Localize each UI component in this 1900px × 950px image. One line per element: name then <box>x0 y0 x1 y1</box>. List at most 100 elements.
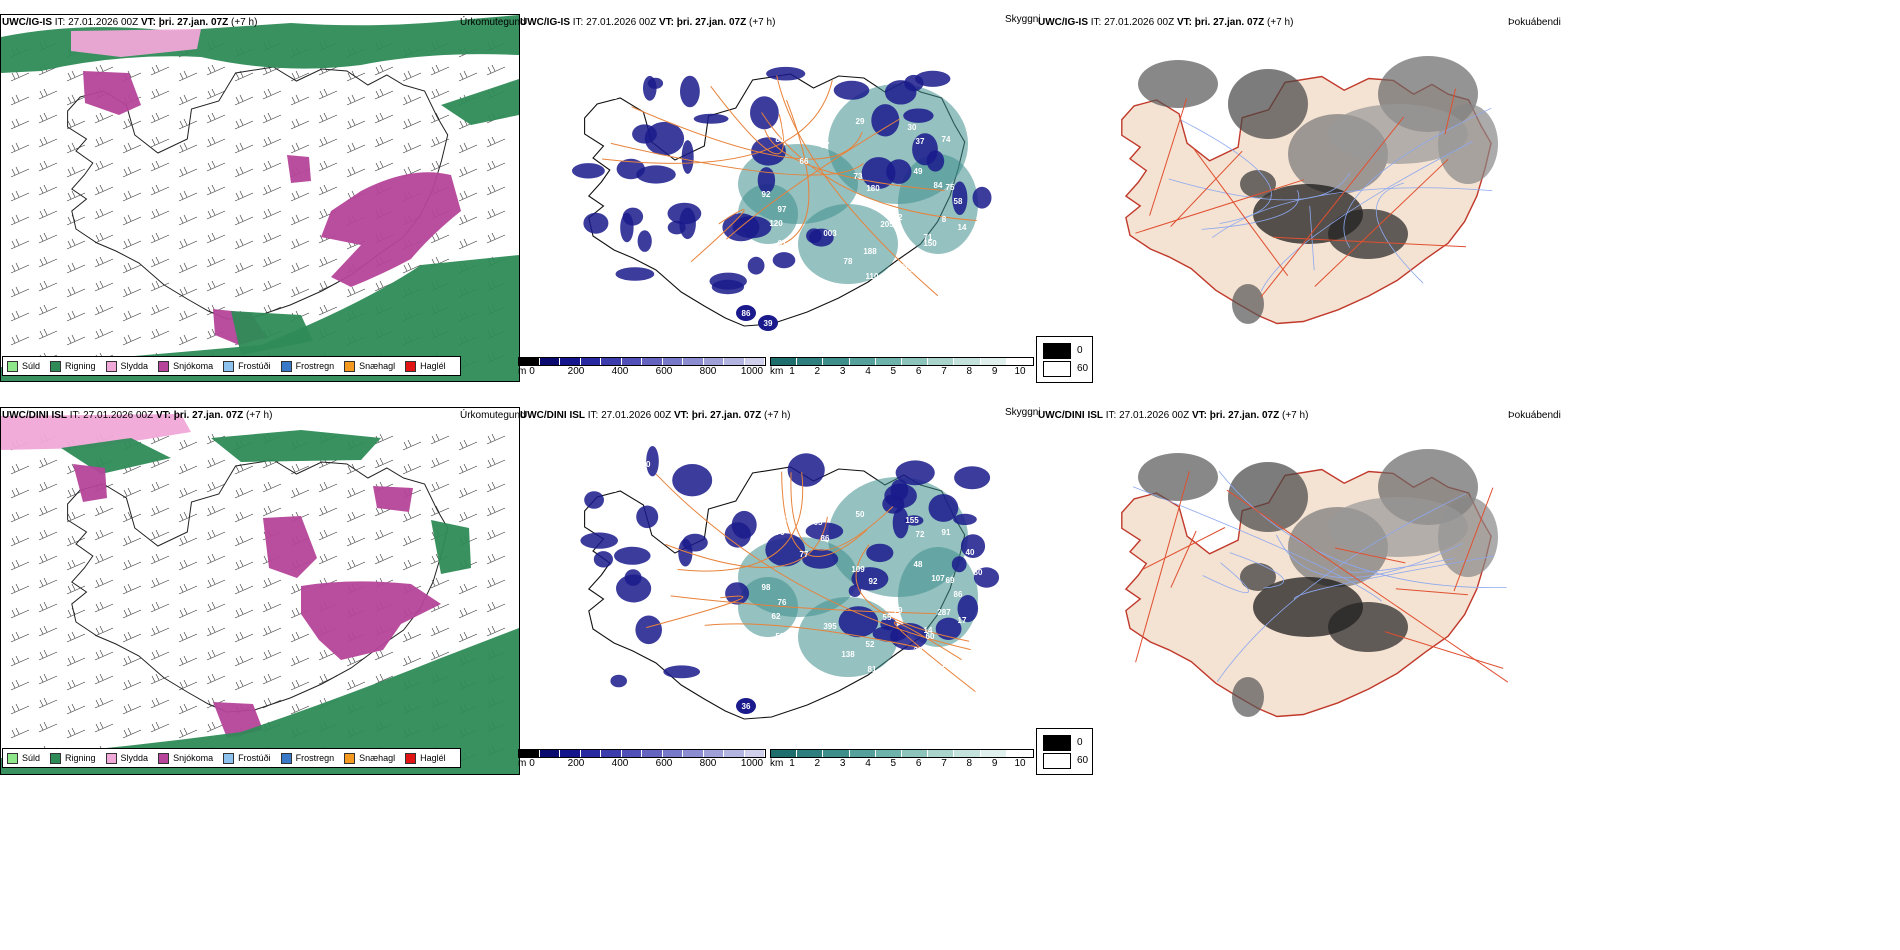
snow-depth-label: 120 <box>769 219 783 228</box>
snow-depth-areas <box>572 66 992 295</box>
snow-depth-label: 72 <box>916 530 925 539</box>
wind-barb <box>66 727 86 739</box>
snow-depth-label: 76 <box>778 598 787 607</box>
legend-label: Snjókoma <box>173 753 214 763</box>
legend-label: Rigning <box>65 361 96 371</box>
wind-barb <box>206 553 226 565</box>
wind-barb <box>430 433 450 445</box>
fog-shade <box>1138 453 1218 501</box>
road <box>677 472 804 572</box>
wind-barb <box>10 535 30 547</box>
wind-barb <box>122 727 142 739</box>
snow-depth-label: 75 <box>946 183 955 192</box>
fog-index-legend: 0 60 <box>1036 728 1093 775</box>
fog-legend-swatch <box>1043 343 1071 359</box>
wind-barb <box>94 529 114 541</box>
snow-depth-label: 91 <box>942 528 951 537</box>
lead-time: (+7 h) <box>231 17 258 28</box>
wind-barb <box>346 142 366 154</box>
snow-depth-label: 71 <box>924 233 933 242</box>
colorbar-tick-label: 7 <box>941 758 947 769</box>
road <box>610 142 864 176</box>
colorbar-tick-label: 6 <box>915 758 922 769</box>
wind-barb <box>150 112 170 124</box>
legend-item: Rigning <box>50 360 96 372</box>
colorbar-ticks: m 0 200 400 600 800 1000 <box>518 758 768 770</box>
wind-barb <box>458 166 478 178</box>
road <box>665 516 828 568</box>
panel-title-precip-row2: UWC/DINI ISL IT: 27.01.2026 00Z VT: þri.… <box>2 410 272 421</box>
wind-barb <box>262 577 282 589</box>
river <box>1260 141 1473 292</box>
snow-blob <box>635 615 662 645</box>
wind-barb <box>402 511 422 523</box>
wind-barb <box>66 679 86 691</box>
init-time: IT: 27.01.2026 00Z <box>54 17 139 28</box>
wind-barb <box>290 190 310 202</box>
snow-depth-labels: 53 70 60 79 50 75 65 76 77 86 98 62 76 531 395 138 92 109… <box>597 460 983 674</box>
wind-barb <box>486 481 506 493</box>
snow-depth-label: 155 <box>905 516 919 525</box>
snow-depth-label: 47 <box>966 155 975 164</box>
snow-blob <box>750 96 779 130</box>
colorbar-strip <box>518 749 766 758</box>
colorbar-bin <box>724 358 745 365</box>
fog-shade <box>1328 602 1408 652</box>
wind-barb <box>122 679 142 691</box>
snow-blob <box>895 460 935 486</box>
visibility-panel-label: Skyggni <box>1005 14 1041 25</box>
colorbar-tick-label: 5 <box>890 758 897 769</box>
precip-area <box>441 79 519 125</box>
wind-barb <box>206 505 226 517</box>
model-name: UWC/DINI ISL <box>520 410 585 421</box>
precip-area <box>83 71 141 115</box>
wind-barb <box>38 280 58 292</box>
colorbar-tick-label: 4 <box>865 758 871 769</box>
init-time: IT: 27.01.2026 00Z <box>1105 410 1190 421</box>
snow-depth-label: 52 <box>900 656 909 665</box>
colorbar-bin <box>928 750 955 757</box>
river <box>1229 552 1285 589</box>
wind-barb <box>122 262 142 274</box>
fog-legend-label: 60 <box>1077 363 1089 374</box>
colorbar-bin <box>875 358 903 365</box>
wind-barb <box>10 583 30 595</box>
road <box>646 595 744 629</box>
wind-barb <box>206 88 226 100</box>
fog-index-shading <box>1138 56 1498 324</box>
colorbar-bin <box>954 358 981 365</box>
snow-depth-label: 76 <box>776 528 785 537</box>
snow-depth-label: 74 <box>942 135 951 144</box>
wind-barb <box>150 136 170 148</box>
snow-blob <box>757 167 776 194</box>
river <box>1218 470 1507 589</box>
wind-barb <box>10 118 30 130</box>
snow-depth-label: 003 <box>823 229 837 238</box>
wind-barb <box>94 505 114 517</box>
wind-barb <box>122 703 142 715</box>
wind-barb <box>486 64 506 76</box>
wind-barb <box>430 457 450 469</box>
colorbar-bin <box>849 358 876 365</box>
colorbar-strip <box>518 357 766 366</box>
colorbar-unit: km <box>770 366 784 377</box>
wind-barb <box>10 631 30 643</box>
label-blob <box>736 305 756 321</box>
snow-depth-label: 92 <box>762 190 771 199</box>
panel-title-vis-row2: UWC/DINI ISL IT: 27.01.2026 00Z VT: þri.… <box>520 410 790 421</box>
snow-blob <box>583 212 609 234</box>
snow-depth-label: 138 <box>841 650 855 659</box>
wind-barb <box>234 262 254 274</box>
snow-depth-label: 45 <box>904 265 913 274</box>
legend-swatch <box>223 360 235 372</box>
valid-time: þri. 27.jan. 07Z <box>1209 410 1280 421</box>
snow-depth-label: 95 <box>914 253 923 262</box>
snow-blob <box>620 212 634 243</box>
wind-barb <box>38 649 58 661</box>
wind-barb <box>38 184 58 196</box>
snow-depth-label: 66 <box>800 157 809 166</box>
wind-barb <box>66 703 86 715</box>
wind-barb <box>94 721 114 733</box>
wind-barb <box>38 457 58 469</box>
colorbar-bin <box>519 750 540 757</box>
